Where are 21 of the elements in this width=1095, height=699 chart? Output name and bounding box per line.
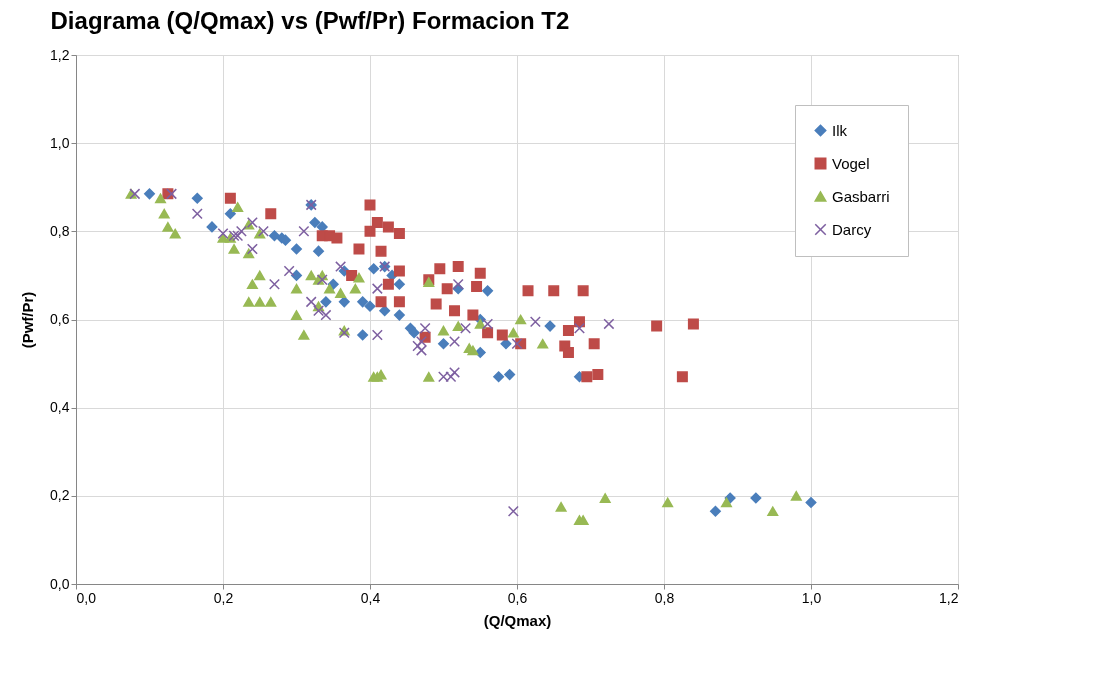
y-tick-label: 0,8 [50, 222, 70, 239]
y-tick-label: 0,4 [50, 399, 70, 416]
x-tick-label: 0,6 [507, 589, 528, 606]
x-tick-label: 1,2 [939, 589, 959, 606]
y-axis-title: (Pwf/Pr) [19, 291, 37, 349]
y-tick-label: 0,0 [50, 575, 70, 592]
x-tick-label: 0,2 [213, 589, 234, 606]
legend-label: Darcy [832, 220, 872, 238]
legend-label: Vogel [832, 154, 870, 172]
y-tick-label: 1,0 [50, 134, 70, 151]
x-tick-label: 1,0 [801, 589, 822, 606]
chart-title: Diagrama (Q/Qmax) vs (Pwf/Pr) Formacion T2 [50, 7, 570, 34]
y-tick-label: 0,6 [50, 311, 70, 327]
x-tick-label: 0,4 [360, 589, 381, 606]
x-axis-title: (Q/Qmax) [483, 611, 552, 629]
y-tick-label: 0,2 [50, 487, 70, 504]
y-tick-label: 1,2 [50, 46, 70, 63]
legend-label: Ilk [832, 121, 848, 139]
x-tick-label: 0,8 [654, 589, 675, 606]
legend-label: Gasbarri [832, 187, 890, 205]
x-tick-label: 0,0 [76, 589, 97, 606]
